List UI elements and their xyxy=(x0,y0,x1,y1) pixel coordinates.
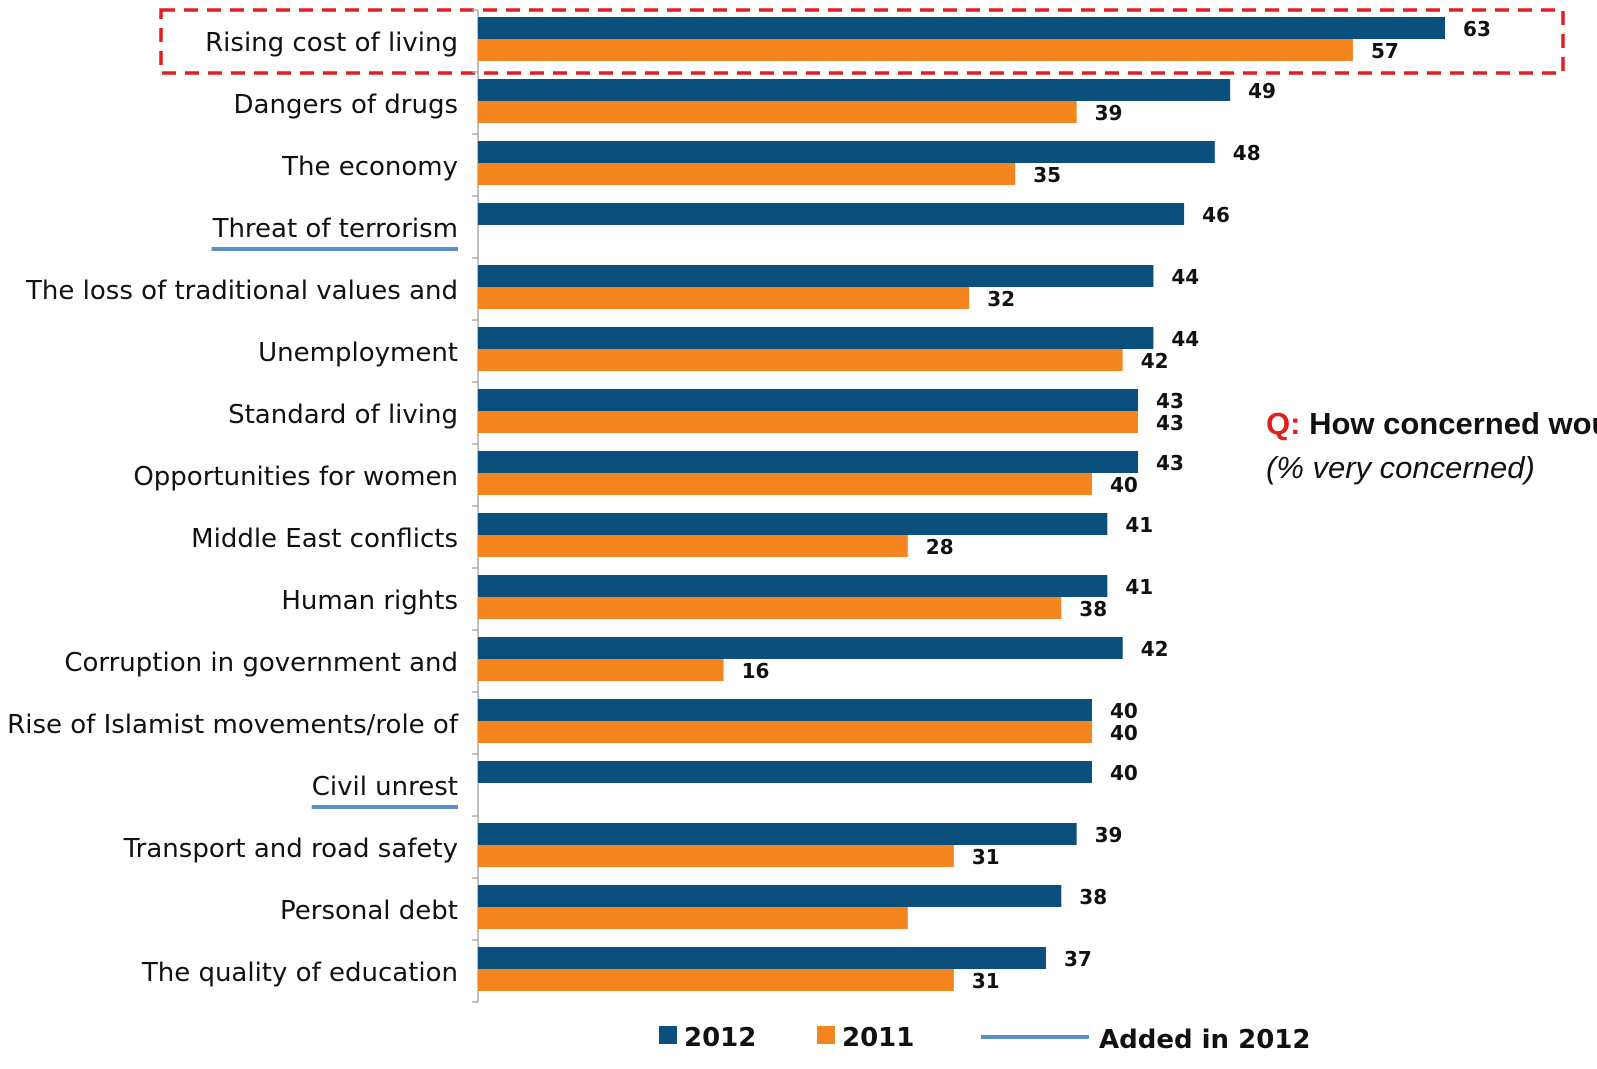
value-label-2011: 40 xyxy=(1110,473,1138,497)
legend-label: 2012 xyxy=(684,1023,756,1053)
value-label-2011: 42 xyxy=(1141,349,1169,373)
category-label: Personal debt xyxy=(280,896,458,926)
value-label-2012: 63 xyxy=(1463,17,1491,41)
value-label-2012: 42 xyxy=(1141,637,1169,661)
bar-2011 xyxy=(478,411,1139,433)
bar-2011 xyxy=(478,907,908,929)
bar-2012 xyxy=(478,699,1092,721)
bar-2012 xyxy=(478,327,1154,349)
value-label-2012: 44 xyxy=(1171,327,1199,351)
question-text: Q: How concerned would you say you are a… xyxy=(1266,402,1597,490)
category-label: Opportunities for women xyxy=(133,462,458,492)
bar-2011 xyxy=(478,287,970,309)
question-body: How concerned would you say you are abou… xyxy=(1309,406,1597,441)
value-label-2012: 40 xyxy=(1110,699,1138,723)
category-label: Rise of Islamist movements/role of xyxy=(7,710,459,740)
value-label-2011: 32 xyxy=(987,287,1015,311)
bar-2012 xyxy=(478,389,1139,411)
value-label-2012: 46 xyxy=(1202,203,1230,227)
question-note: (% very concerned) xyxy=(1266,450,1535,485)
bar-2012 xyxy=(478,823,1077,845)
value-label-2012: 43 xyxy=(1156,389,1184,413)
value-label-2011: 43 xyxy=(1156,411,1184,435)
value-label-2011: 38 xyxy=(1079,597,1107,621)
value-label-2011: 31 xyxy=(972,969,1000,993)
value-label-2011: 57 xyxy=(1371,39,1399,63)
bar-2012 xyxy=(478,141,1215,163)
bar-2012 xyxy=(478,17,1446,39)
category-label: Standard of living xyxy=(228,400,458,430)
bar-2012 xyxy=(478,761,1092,783)
value-label-2011: 31 xyxy=(972,845,1000,869)
value-label-2012: 43 xyxy=(1156,451,1184,475)
category-label: Civil unrest xyxy=(312,772,458,802)
legend-swatch-2012 xyxy=(659,1026,677,1044)
bar-2011 xyxy=(478,597,1062,619)
value-label-2012: 39 xyxy=(1095,823,1123,847)
bar-2012 xyxy=(478,451,1139,473)
category-label: Human rights xyxy=(281,586,458,616)
category-label: The economy xyxy=(281,152,458,182)
value-label-2012: 41 xyxy=(1125,575,1153,599)
bars-layer xyxy=(478,17,1446,991)
bar-2011 xyxy=(478,349,1123,371)
value-label-2011: 16 xyxy=(742,659,770,683)
question-prefix: Q: xyxy=(1266,406,1301,441)
value-label-2012: 40 xyxy=(1110,761,1138,785)
bar-2012 xyxy=(478,885,1062,907)
bar-2011 xyxy=(478,101,1077,123)
legend: 2012 2011 Added in 2012 xyxy=(659,1023,1310,1055)
bar-2011 xyxy=(478,969,954,991)
category-label: The loss of traditional values and xyxy=(25,276,458,306)
bar-2011 xyxy=(478,845,954,867)
bar-2011 xyxy=(478,535,908,557)
category-label: Unemployment xyxy=(258,338,458,368)
bar-2011 xyxy=(478,163,1016,185)
category-label: Corruption in government and xyxy=(64,648,458,678)
legend-label: 2011 xyxy=(842,1023,914,1053)
legend-label: Added in 2012 xyxy=(1099,1025,1310,1055)
bar-2012 xyxy=(478,575,1108,597)
bar-2011 xyxy=(478,473,1092,495)
labels-layer: Rising cost of living 63 57 Dangers of drug… xyxy=(7,17,1491,993)
bar-2012 xyxy=(478,265,1154,287)
legend-swatch-2011 xyxy=(817,1026,835,1044)
highlight-layer xyxy=(159,8,1565,75)
value-label-2011: 39 xyxy=(1095,101,1123,125)
value-label-2012: 48 xyxy=(1233,141,1261,165)
value-label-2012: 38 xyxy=(1079,885,1107,909)
bar-2011 xyxy=(478,39,1353,61)
value-label-2012: 41 xyxy=(1125,513,1153,537)
value-label-2011: 28 xyxy=(926,535,954,559)
bar-2012 xyxy=(478,637,1123,659)
value-label-2011: 35 xyxy=(1033,163,1061,187)
bar-2012 xyxy=(478,79,1231,101)
highlight-box xyxy=(159,8,1565,75)
bar-2012 xyxy=(478,947,1046,969)
value-label-2011: 40 xyxy=(1110,721,1138,745)
value-label-2012: 44 xyxy=(1171,265,1199,289)
category-label: Dangers of drugs xyxy=(234,90,458,120)
value-label-2012: 37 xyxy=(1064,947,1092,971)
category-label: Rising cost of living xyxy=(205,28,458,58)
value-label-2012: 49 xyxy=(1248,79,1276,103)
bar-2011 xyxy=(478,721,1092,743)
category-label: Middle East conflicts xyxy=(191,524,458,554)
bar-2012 xyxy=(478,513,1108,535)
axis-layer xyxy=(472,9,479,1003)
bar-2011 xyxy=(478,659,724,681)
category-label: Transport and road safety xyxy=(123,834,458,864)
bar-2012 xyxy=(478,203,1185,225)
category-label: The quality of education xyxy=(141,958,458,988)
category-label: Threat of terrorism xyxy=(212,214,458,244)
